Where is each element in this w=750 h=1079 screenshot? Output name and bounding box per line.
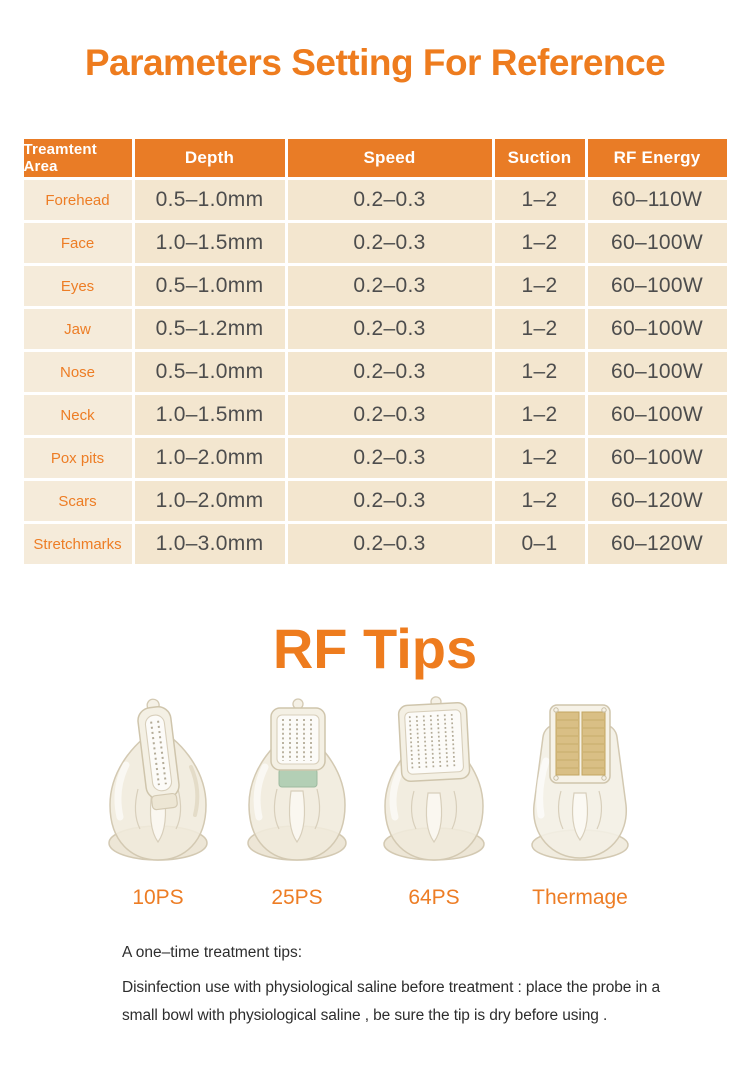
row-area-label: Jaw: [23, 309, 132, 349]
row-rf-energy-value: 60–120W: [587, 524, 727, 564]
row-depth-value: 1.0–3.0mm: [134, 524, 285, 564]
row-suction-value: 1–2: [494, 309, 585, 349]
row-area-label: Scars: [23, 481, 132, 521]
row-speed-value: 0.2–0.3: [287, 524, 492, 564]
row-rf-energy-value: 60–100W: [587, 266, 727, 306]
column-header-suction: Suction: [494, 139, 585, 177]
row-rf-energy-value: 60–120W: [587, 481, 727, 521]
page-title: Parameters Setting For Reference: [84, 42, 666, 83]
row-area-label: Stretchmarks: [23, 524, 132, 564]
parameters-table: Treamtent Area Depth Speed Suction RF En…: [23, 139, 727, 564]
cartridge-thermage-icon: [531, 704, 629, 861]
rf-tips-title: RF Tips: [272, 617, 478, 680]
row-suction-value: 1–2: [494, 266, 585, 306]
row-speed-value: 0.2–0.3: [287, 352, 492, 392]
row-depth-value: 1.0–2.0mm: [134, 438, 285, 478]
row-depth-value: 0.5–1.2mm: [134, 309, 285, 349]
row-area-label: Forehead: [23, 180, 132, 220]
row-depth-value: 0.5–1.0mm: [134, 352, 285, 392]
row-rf-energy-value: 60–110W: [587, 180, 727, 220]
row-speed-value: 0.2–0.3: [287, 438, 492, 478]
row-rf-energy-value: 60–100W: [587, 395, 727, 435]
column-header-rf-energy: RF Energy: [587, 139, 727, 177]
row-suction-value: 1–2: [494, 481, 585, 521]
tip-thermage: Thermage: [510, 695, 650, 910]
row-suction-value: 1–2: [494, 223, 585, 263]
notes-body: Disinfection use with physiological sali…: [122, 979, 661, 1024]
row-speed-value: 0.2–0.3: [287, 180, 492, 220]
tip-label-64ps: 64PS: [408, 886, 460, 909]
tip-label-10ps: 10PS: [132, 886, 184, 909]
row-suction-value: 1–2: [494, 180, 585, 220]
row-suction-value: 1–2: [494, 438, 585, 478]
row-area-label: Nose: [23, 352, 132, 392]
tip-25ps: 25PS: [227, 695, 367, 910]
column-header-speed: Speed: [287, 139, 492, 177]
row-suction-value: 0–1: [494, 524, 585, 564]
row-depth-value: 0.5–1.0mm: [134, 266, 285, 306]
row-speed-value: 0.2–0.3: [287, 395, 492, 435]
row-rf-energy-value: 60–100W: [587, 438, 727, 478]
row-rf-energy-value: 60–100W: [587, 309, 727, 349]
tip-10ps: 10PS: [88, 695, 228, 910]
tip-64ps: 64PS: [364, 695, 504, 910]
row-rf-energy-value: 60–100W: [587, 223, 727, 263]
row-speed-value: 0.2–0.3: [287, 309, 492, 349]
row-area-label: Face: [23, 223, 132, 263]
row-area-label: Pox pits: [23, 438, 132, 478]
row-speed-value: 0.2–0.3: [287, 481, 492, 521]
cartridge-25ps-icon: [247, 698, 347, 861]
row-area-label: Eyes: [23, 266, 132, 306]
rf-tips-gallery: 10PS 25PS: [0, 695, 750, 910]
row-depth-value: 1.0–1.5mm: [134, 223, 285, 263]
row-area-label: Neck: [23, 395, 132, 435]
row-depth-value: 1.0–1.5mm: [134, 395, 285, 435]
row-speed-value: 0.2–0.3: [287, 266, 492, 306]
tip-label-thermage: Thermage: [532, 886, 628, 909]
tip-label-25ps: 25PS: [271, 886, 323, 909]
cartridge-10ps-icon: [108, 698, 208, 861]
row-depth-value: 1.0–2.0mm: [134, 481, 285, 521]
row-speed-value: 0.2–0.3: [287, 223, 492, 263]
row-rf-energy-value: 60–100W: [587, 352, 727, 392]
row-depth-value: 0.5–1.0mm: [134, 180, 285, 220]
column-header-treatment-area: Treamtent Area: [23, 139, 132, 177]
cartridge-64ps-icon: [383, 696, 485, 861]
column-header-depth: Depth: [134, 139, 285, 177]
row-suction-value: 1–2: [494, 395, 585, 435]
treatment-notes: A one–time treatment tips: Disinfection …: [122, 944, 667, 1029]
notes-heading: A one–time treatment tips:: [122, 944, 303, 961]
row-suction-value: 1–2: [494, 352, 585, 392]
